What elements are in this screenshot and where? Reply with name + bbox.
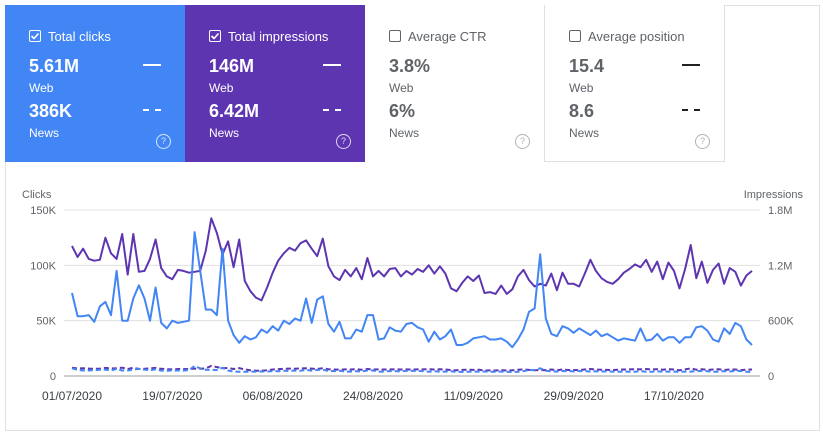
clicks-web-value: 5.61M [29, 56, 80, 76]
x-axis-tick-label: 01/07/2020 [42, 389, 102, 403]
impressions-news-line[interactable] [71, 364, 753, 372]
left-axis-tick-label: 0 [50, 371, 56, 383]
total-clicks-label: Total clicks [48, 29, 111, 44]
help-icon[interactable]: ? [156, 134, 171, 149]
left-axis-tick-label: 50K [36, 316, 56, 328]
ctr-news-label: News [389, 126, 420, 140]
left-axis-tick-label: 100K [30, 260, 56, 272]
x-axis-tick-label: 17/10/2020 [644, 389, 704, 403]
average-position-title: Average position [569, 29, 724, 44]
clicks-news-value: 386K [29, 101, 73, 121]
checkbox-checked-icon[interactable] [209, 30, 221, 42]
total-clicks-title: Total clicks [29, 29, 185, 44]
position-web-label: Web [569, 81, 594, 95]
left-axis-ticks: 0 50K 100K 150K [30, 205, 56, 383]
dashed-line-legend-icon [323, 109, 341, 111]
average-position-label: Average position [588, 29, 685, 44]
x-axis-tick-label: 24/08/2020 [343, 389, 403, 403]
average-position-card[interactable]: Average position 15.4 Web 8.6 News ? [545, 5, 725, 162]
help-icon[interactable]: ? [336, 134, 351, 149]
right-axis-tick-label: 1.8M [768, 205, 792, 217]
average-ctr-card[interactable]: Average CTR 3.8% Web 6% News ? [365, 5, 545, 162]
help-icon[interactable]: ? [695, 134, 710, 149]
x-axis-tick-label: 19/07/2020 [142, 389, 202, 403]
right-axis-tick-label: 600K [768, 316, 794, 328]
impressions-web-value: 146M [209, 56, 255, 76]
help-icon[interactable]: ? [515, 134, 530, 149]
impressions-news-value: 6.42M [209, 101, 260, 121]
gridlines [64, 209, 760, 377]
average-ctr-title: Average CTR [389, 29, 544, 44]
position-web-value: 15.4 [569, 56, 605, 76]
dashed-line-legend-icon [682, 109, 700, 111]
x-axis-tick-label: 29/09/2020 [544, 389, 604, 403]
position-news-value: 8.6 [569, 101, 595, 121]
ctr-web-value: 3.8% [389, 56, 431, 76]
x-axis-ticks: 01/07/2020 19/07/2020 06/08/2020 24/08/2020… [42, 389, 704, 403]
checkbox-unchecked-icon[interactable] [569, 30, 581, 42]
total-impressions-card[interactable]: Total impressions 146M Web 6.42M News ? [185, 5, 365, 162]
impressions-web-label: Web [209, 81, 234, 95]
solid-line-legend-icon [682, 64, 700, 66]
position-news-label: News [569, 126, 600, 140]
series-lines [71, 217, 753, 373]
impressions-news-label: News [209, 126, 240, 140]
solid-line-legend-icon [143, 64, 161, 66]
right-axis-title: Impressions [744, 189, 804, 201]
left-axis-tick-label: 150K [30, 205, 56, 217]
total-impressions-label: Total impressions [228, 29, 329, 44]
clicks-news-line[interactable] [71, 365, 753, 373]
impressions-web-line[interactable] [71, 217, 753, 302]
dashed-line-legend-icon [143, 109, 161, 111]
ctr-news-value: 6% [389, 101, 416, 121]
x-axis-tick-label: 06/08/2020 [243, 389, 303, 403]
solid-line-legend-icon [323, 64, 341, 66]
total-clicks-card[interactable]: Total clicks 5.61M Web 386K News ? [5, 5, 185, 162]
x-axis-tick-label: 11/09/2020 [444, 389, 503, 403]
left-axis-title: Clicks [22, 189, 52, 201]
right-axis-tick-label: 1.2M [768, 260, 792, 272]
average-ctr-label: Average CTR [408, 29, 487, 44]
right-axis-tick-label: 0 [768, 371, 774, 383]
checkbox-unchecked-icon[interactable] [389, 30, 401, 42]
right-axis-ticks: 0 600K 1.2M 1.8M [768, 205, 794, 383]
ctr-web-label: Web [389, 81, 414, 95]
clicks-web-line[interactable] [71, 231, 753, 349]
performance-chart[interactable]: Clicks Impressions 0 50K 100K 150K 0 600K 1.2… [0, 170, 823, 410]
total-impressions-title: Total impressions [209, 29, 365, 44]
checkbox-checked-icon[interactable] [29, 30, 41, 42]
clicks-web-label: Web [29, 81, 54, 95]
clicks-news-label: News [29, 126, 60, 140]
